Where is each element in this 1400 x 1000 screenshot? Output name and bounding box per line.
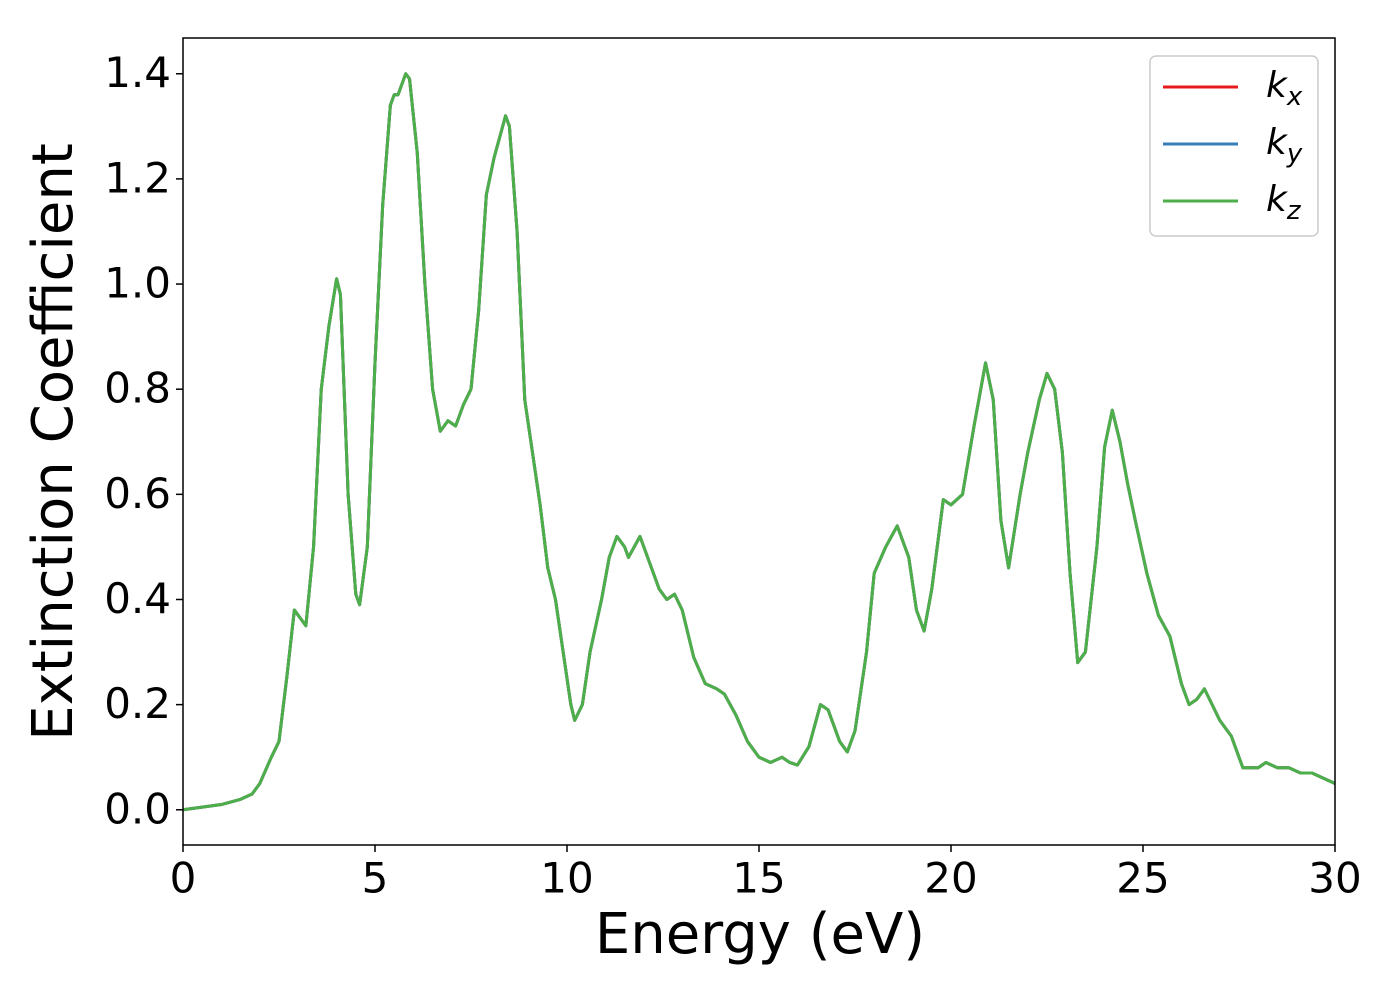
y-tick-label: 0.6 [104, 469, 171, 518]
legend-label: kz [1266, 179, 1302, 226]
y-tick-label: 0.2 [104, 679, 171, 728]
y-tick-label: 1.2 [104, 153, 171, 202]
y-tick-label: 0.4 [104, 574, 171, 623]
x-tick-label: 10 [540, 854, 593, 903]
y-tick-label: 0.0 [104, 784, 171, 833]
legend-label: ky [1266, 122, 1303, 169]
y-tick-label: 0.8 [104, 364, 171, 413]
x-axis-label: Energy (eV) [595, 902, 925, 967]
x-tick-label: 15 [732, 854, 785, 903]
x-tick-label: 5 [362, 854, 389, 903]
x-tick-label: 30 [1308, 854, 1361, 903]
x-tick-label: 0 [170, 854, 197, 903]
y-axis-label: Extinction Coefficient [21, 143, 86, 741]
legend-label: kx [1266, 65, 1303, 112]
y-tick-label: 1.0 [104, 259, 171, 308]
data-line [182, 72, 1336, 812]
x-tick-label: 20 [924, 854, 977, 903]
plot-frame [182, 37, 1336, 846]
y-tick-label: 1.4 [104, 48, 171, 97]
x-tick-label: 25 [1116, 854, 1169, 903]
legend: kx ky kz [1149, 55, 1319, 237]
legend-box [1149, 55, 1319, 237]
